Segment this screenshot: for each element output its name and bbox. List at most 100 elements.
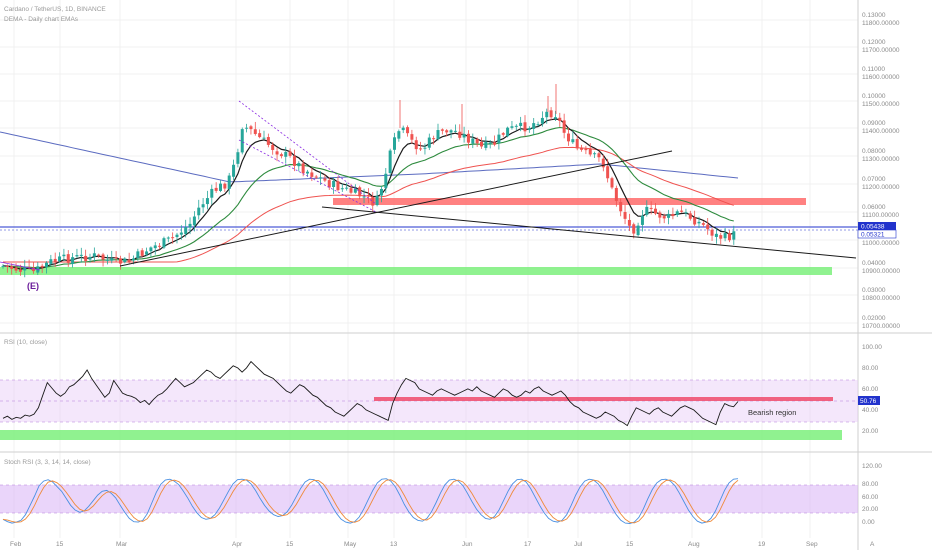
wedge-upper — [238, 100, 377, 205]
candle-body — [640, 215, 644, 225]
candle-body — [527, 128, 531, 130]
price-alt-tick-label: 11300.00000 — [862, 156, 900, 163]
candle-body — [45, 262, 48, 267]
candle-body — [662, 216, 666, 219]
price-tick-label: 0.10000 — [862, 93, 886, 100]
candle-body — [588, 148, 592, 155]
last-price-tag — [857, 229, 897, 239]
candle-body — [158, 245, 162, 247]
price-alt-tick-label: 11200.00000 — [862, 184, 900, 191]
candle-body — [275, 151, 279, 155]
candle-body — [171, 237, 175, 239]
candle-body — [614, 187, 618, 201]
candle-body — [719, 235, 723, 239]
candle-body — [532, 123, 536, 129]
candle-body — [332, 180, 336, 188]
candle-body — [701, 223, 705, 225]
price-alt-tick-label: 11600.00000 — [862, 74, 900, 81]
candle-body — [580, 147, 584, 150]
candle-body — [88, 257, 92, 260]
stoch-axis: 120.00 80.00 60.00 20.00 0.00 — [862, 463, 882, 526]
stoch-tick-label: 60.00 — [862, 494, 879, 501]
candle-body — [497, 134, 501, 144]
candle-body — [23, 267, 27, 271]
candle-body — [567, 133, 570, 142]
rsi-tick-label: 60.00 — [862, 386, 879, 393]
candle-body — [114, 257, 118, 259]
candle-body — [84, 255, 88, 262]
candle-body — [353, 188, 357, 193]
candle-body — [388, 150, 392, 173]
candle-body — [732, 231, 736, 240]
candle-body — [414, 140, 418, 150]
ema-200-line — [0, 131, 739, 183]
time-tick-label: 13 — [390, 541, 398, 548]
candle-body — [192, 216, 196, 226]
candle-body — [110, 258, 114, 261]
early-wedge-upper — [0, 261, 41, 271]
candle-body — [675, 211, 679, 215]
candle-body — [132, 258, 135, 261]
descending-trendline — [321, 206, 857, 259]
candle-body — [92, 253, 96, 257]
price-alt-tick-label: 10800.00000 — [862, 295, 900, 302]
candle-body — [549, 110, 553, 118]
time-tick-label: Mar — [116, 541, 128, 548]
stoch-k-line — [2, 478, 739, 524]
candle-body — [571, 139, 575, 143]
price-alt-tick-label: 11500.00000 — [862, 101, 900, 108]
time-tick-label: 15 — [286, 541, 294, 548]
candle-body — [266, 137, 270, 145]
candle-body — [18, 269, 22, 272]
candle-body — [31, 267, 35, 272]
candle-body — [401, 127, 405, 131]
candle-body — [5, 265, 9, 267]
candle-body — [358, 187, 362, 197]
chart-indicator-title: DEMA - Daily chart EMAs — [4, 16, 79, 23]
candle-body — [558, 117, 562, 122]
candle-body — [240, 129, 244, 153]
price-tick-label: 0.13000 — [862, 12, 886, 19]
candle-body — [601, 158, 605, 168]
stoch-tick-label: 120.00 — [862, 463, 882, 470]
axis-auto-label: A — [870, 541, 875, 548]
candle-body — [288, 151, 292, 156]
candle-body — [323, 178, 327, 181]
candle-body — [493, 142, 497, 145]
candle-body — [488, 142, 492, 144]
time-tick-label: May — [344, 541, 357, 548]
candle-body — [227, 175, 231, 190]
candle-body — [427, 137, 431, 148]
candle-body — [66, 254, 70, 263]
candle-body — [501, 133, 505, 135]
candle-body — [432, 138, 436, 140]
candle-body — [649, 207, 653, 209]
time-tick-label: 17 — [524, 541, 532, 548]
rsi-value-tag — [858, 396, 880, 405]
wave-label-e: (E) — [27, 281, 39, 291]
time-tick-label: Jun — [462, 541, 473, 548]
candle-body — [262, 137, 266, 139]
candle-body — [475, 138, 479, 144]
candle-body — [406, 127, 410, 134]
candle-body — [727, 233, 731, 241]
time-tick-label: Aug — [688, 541, 700, 548]
candle-body — [636, 225, 640, 236]
last-price-label: 0.05321 — [861, 232, 885, 239]
candle-body — [345, 187, 349, 189]
candle-body — [201, 204, 205, 208]
candle-body — [536, 124, 540, 126]
candle-body — [314, 176, 318, 178]
price-alt-tick-label: 11700.00000 — [862, 47, 900, 54]
candle-body — [279, 154, 283, 157]
candle-body — [362, 196, 366, 198]
stoch-band — [0, 485, 858, 513]
candle-body — [162, 238, 166, 248]
candle-body — [471, 138, 475, 144]
candle-body — [693, 217, 697, 225]
candle-body — [79, 254, 83, 256]
candle-body — [97, 254, 101, 256]
candle-body — [62, 254, 66, 257]
candle-body — [540, 117, 544, 124]
